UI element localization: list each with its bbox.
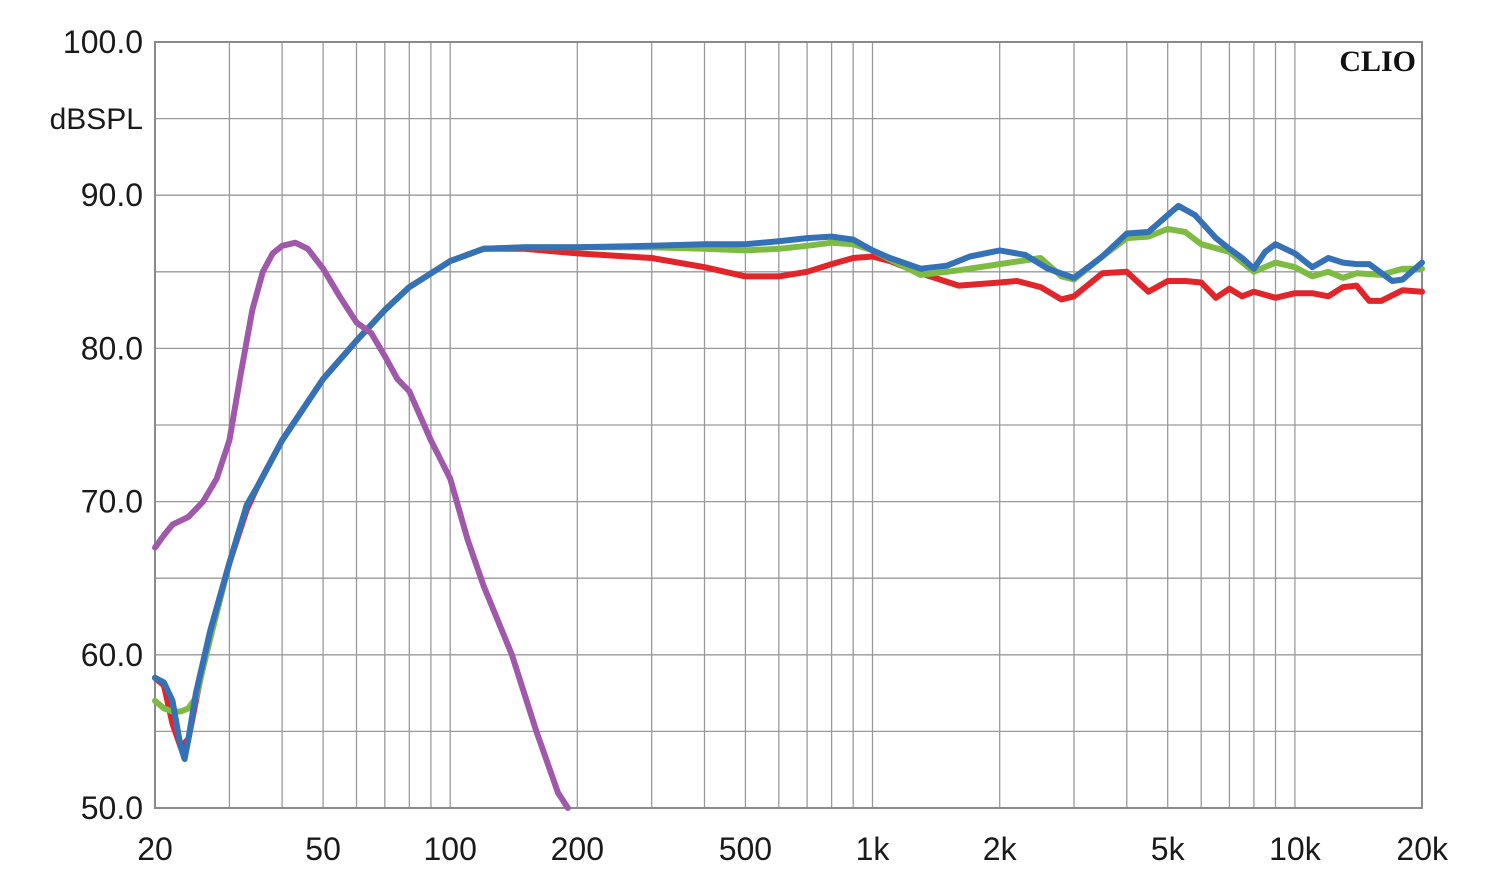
series-line-3 bbox=[152, 202, 1425, 762]
x-tick-label: 20k bbox=[1396, 831, 1449, 867]
y-tick-label: 100.0 bbox=[63, 24, 143, 60]
brand-label: CLIO bbox=[1339, 45, 1416, 78]
series-group bbox=[152, 202, 1425, 811]
x-tick-label: 10k bbox=[1269, 831, 1322, 867]
x-tick-label: 100 bbox=[424, 831, 477, 867]
plot-frame bbox=[154, 41, 1423, 809]
y-tick-label: 90.0 bbox=[81, 177, 143, 213]
x-tick-label: 200 bbox=[551, 831, 604, 867]
y-axis-unit-label: dBSPL bbox=[50, 103, 143, 136]
y-tick-label: 60.0 bbox=[81, 637, 143, 673]
x-tick-label: 500 bbox=[719, 831, 772, 867]
x-tick-label: 1k bbox=[856, 831, 891, 867]
y-tick-label: 80.0 bbox=[81, 330, 143, 366]
x-tick-label: 50 bbox=[305, 831, 341, 867]
y-tick-label: 50.0 bbox=[81, 790, 143, 826]
series-line-4 bbox=[152, 239, 571, 811]
series-line-1 bbox=[152, 245, 1425, 750]
y-tick-label: 70.0 bbox=[81, 484, 143, 520]
x-tick-label: 20 bbox=[137, 831, 173, 867]
x-tick-label: 5k bbox=[1151, 831, 1186, 867]
y-axis-tick-labels: 100.0 90.0 80.0 70.0 60.0 50.0 bbox=[63, 24, 143, 826]
x-tick-label: 2k bbox=[983, 831, 1018, 867]
x-axis-tick-labels: 20 50 100 200 500 1k 2k 5k 10k 20k bbox=[137, 831, 1449, 867]
grid bbox=[155, 42, 1422, 808]
